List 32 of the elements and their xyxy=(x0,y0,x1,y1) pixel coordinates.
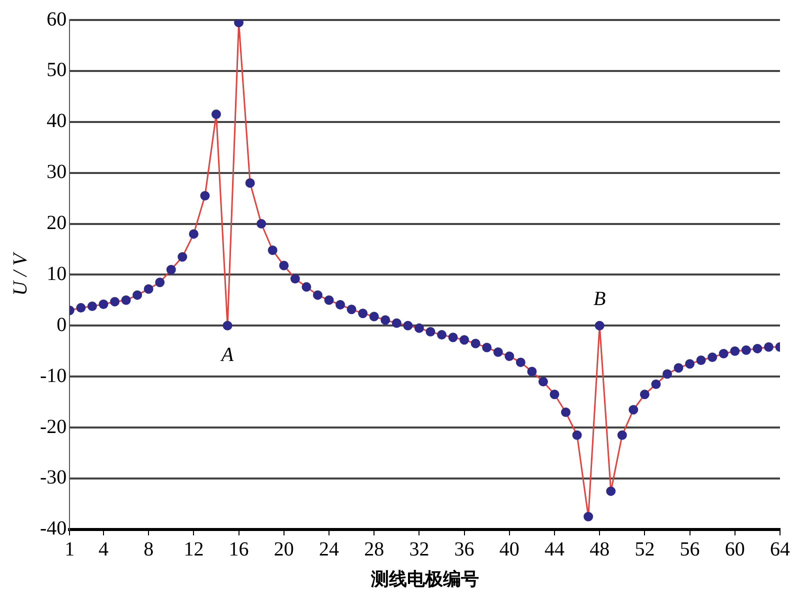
y-axis-title: U / V xyxy=(9,250,32,296)
annotation: B xyxy=(593,288,606,310)
y-tick-label: 10 xyxy=(46,262,67,285)
x-tick-label: 64 xyxy=(770,538,790,561)
x-tick-label: 12 xyxy=(184,538,204,561)
x-tick-label: 24 xyxy=(318,538,339,561)
y-tick-label: -30 xyxy=(40,466,67,489)
y-tick-label: -10 xyxy=(40,364,67,387)
x-tick-label: 20 xyxy=(274,538,294,561)
y-tick-label: -20 xyxy=(40,416,67,438)
x-tick-label: 28 xyxy=(364,538,384,561)
x-tick-label: 36 xyxy=(454,538,474,561)
y-tick-label: 30 xyxy=(46,161,67,184)
x-tick-label: 1 xyxy=(64,538,75,561)
x-tick-label: 40 xyxy=(499,538,520,561)
x-tick-label: 48 xyxy=(590,538,610,561)
y-tick-label: -40 xyxy=(40,518,67,540)
x-tick-label: 44 xyxy=(544,538,564,561)
y-tick-label: 0 xyxy=(56,314,67,336)
x-axis-title: 测线电极编号 xyxy=(370,568,479,590)
x-tick-label: 56 xyxy=(680,538,700,561)
y-tick-label: 50 xyxy=(46,59,67,82)
y-tick-label: 20 xyxy=(46,212,67,234)
annotation: A xyxy=(219,344,234,366)
x-tick-label: 16 xyxy=(228,538,249,561)
x-tick-label: 60 xyxy=(724,538,745,561)
x-tick-label: 32 xyxy=(409,538,430,561)
x-tick-label: 4 xyxy=(98,538,108,561)
y-tick-label: 60 xyxy=(46,8,67,30)
y-tick-label: 40 xyxy=(46,110,67,132)
x-tick-label: 8 xyxy=(144,538,154,561)
x-tick-label: 52 xyxy=(634,538,655,561)
